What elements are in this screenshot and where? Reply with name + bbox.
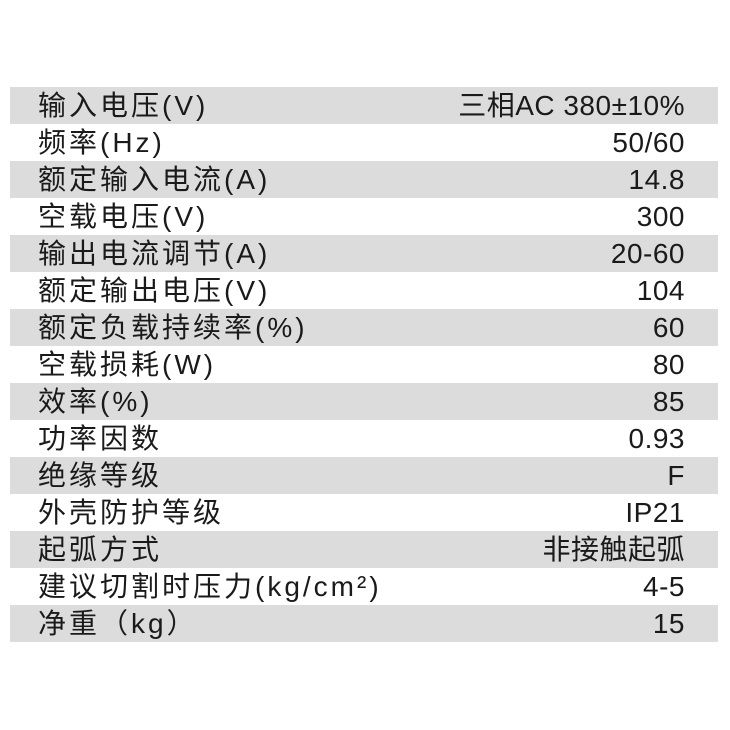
spec-label: 额定负载持续率(%) — [38, 311, 308, 343]
spec-label: 输出电流调节(A) — [38, 237, 271, 269]
spec-table: 输入电压(V) 三相AC 380±10% 频率(Hz) 50/60 额定输入电流… — [10, 87, 718, 642]
spec-value: 14.8 — [628, 163, 685, 195]
spec-value: 85 — [652, 385, 685, 417]
spec-label: 外壳防护等级 — [38, 496, 225, 528]
spec-value: 60 — [652, 311, 685, 343]
table-row: 额定负载持续率(%) 60 — [10, 309, 718, 346]
spec-value: 104 — [636, 274, 685, 306]
spec-value: 4-5 — [643, 570, 685, 602]
spec-value: 15 — [652, 607, 685, 639]
spec-label: 净重（kg） — [38, 607, 198, 639]
table-row: 额定输入电流(A) 14.8 — [10, 161, 718, 198]
spec-value: 50/60 — [612, 126, 685, 158]
table-row: 效率(%) 85 — [10, 383, 718, 420]
table-row: 起弧方式 非接触起弧 — [10, 531, 718, 568]
spec-value: 三相AC 380±10% — [458, 89, 685, 121]
spec-label: 起弧方式 — [38, 533, 163, 565]
spec-value: 300 — [636, 200, 685, 232]
table-row: 外壳防护等级 IP21 — [10, 494, 718, 531]
spec-label: 空载损耗(W) — [38, 348, 217, 380]
table-row: 输出电流调节(A) 20-60 — [10, 235, 718, 272]
spec-label: 功率因数 — [38, 422, 163, 454]
spec-label: 空载电压(V) — [38, 200, 209, 232]
table-row: 频率(Hz) 50/60 — [10, 124, 718, 161]
spec-label: 频率(Hz) — [38, 126, 165, 158]
spec-label: 额定输出电压(V) — [38, 274, 271, 306]
spec-value: F — [667, 459, 685, 491]
table-row: 输入电压(V) 三相AC 380±10% — [10, 87, 718, 124]
table-row: 功率因数 0.93 — [10, 420, 718, 457]
table-row: 绝缘等级 F — [10, 457, 718, 494]
spec-label: 额定输入电流(A) — [38, 163, 271, 195]
spec-label: 建议切割时压力(kg/cm²) — [38, 570, 382, 602]
spec-value: 0.93 — [628, 422, 685, 454]
spec-label: 绝缘等级 — [38, 459, 163, 491]
spec-value: 80 — [652, 348, 685, 380]
spec-label: 效率(%) — [38, 385, 153, 417]
table-row: 建议切割时压力(kg/cm²) 4-5 — [10, 568, 718, 605]
spec-label: 输入电压(V) — [38, 89, 209, 121]
table-row: 额定输出电压(V) 104 — [10, 272, 718, 309]
spec-value: IP21 — [625, 496, 685, 528]
table-row: 空载损耗(W) 80 — [10, 346, 718, 383]
spec-value: 20-60 — [610, 237, 685, 269]
table-row: 空载电压(V) 300 — [10, 198, 718, 235]
spec-value: 非接触起弧 — [542, 533, 685, 565]
table-row: 净重（kg） 15 — [10, 605, 718, 642]
